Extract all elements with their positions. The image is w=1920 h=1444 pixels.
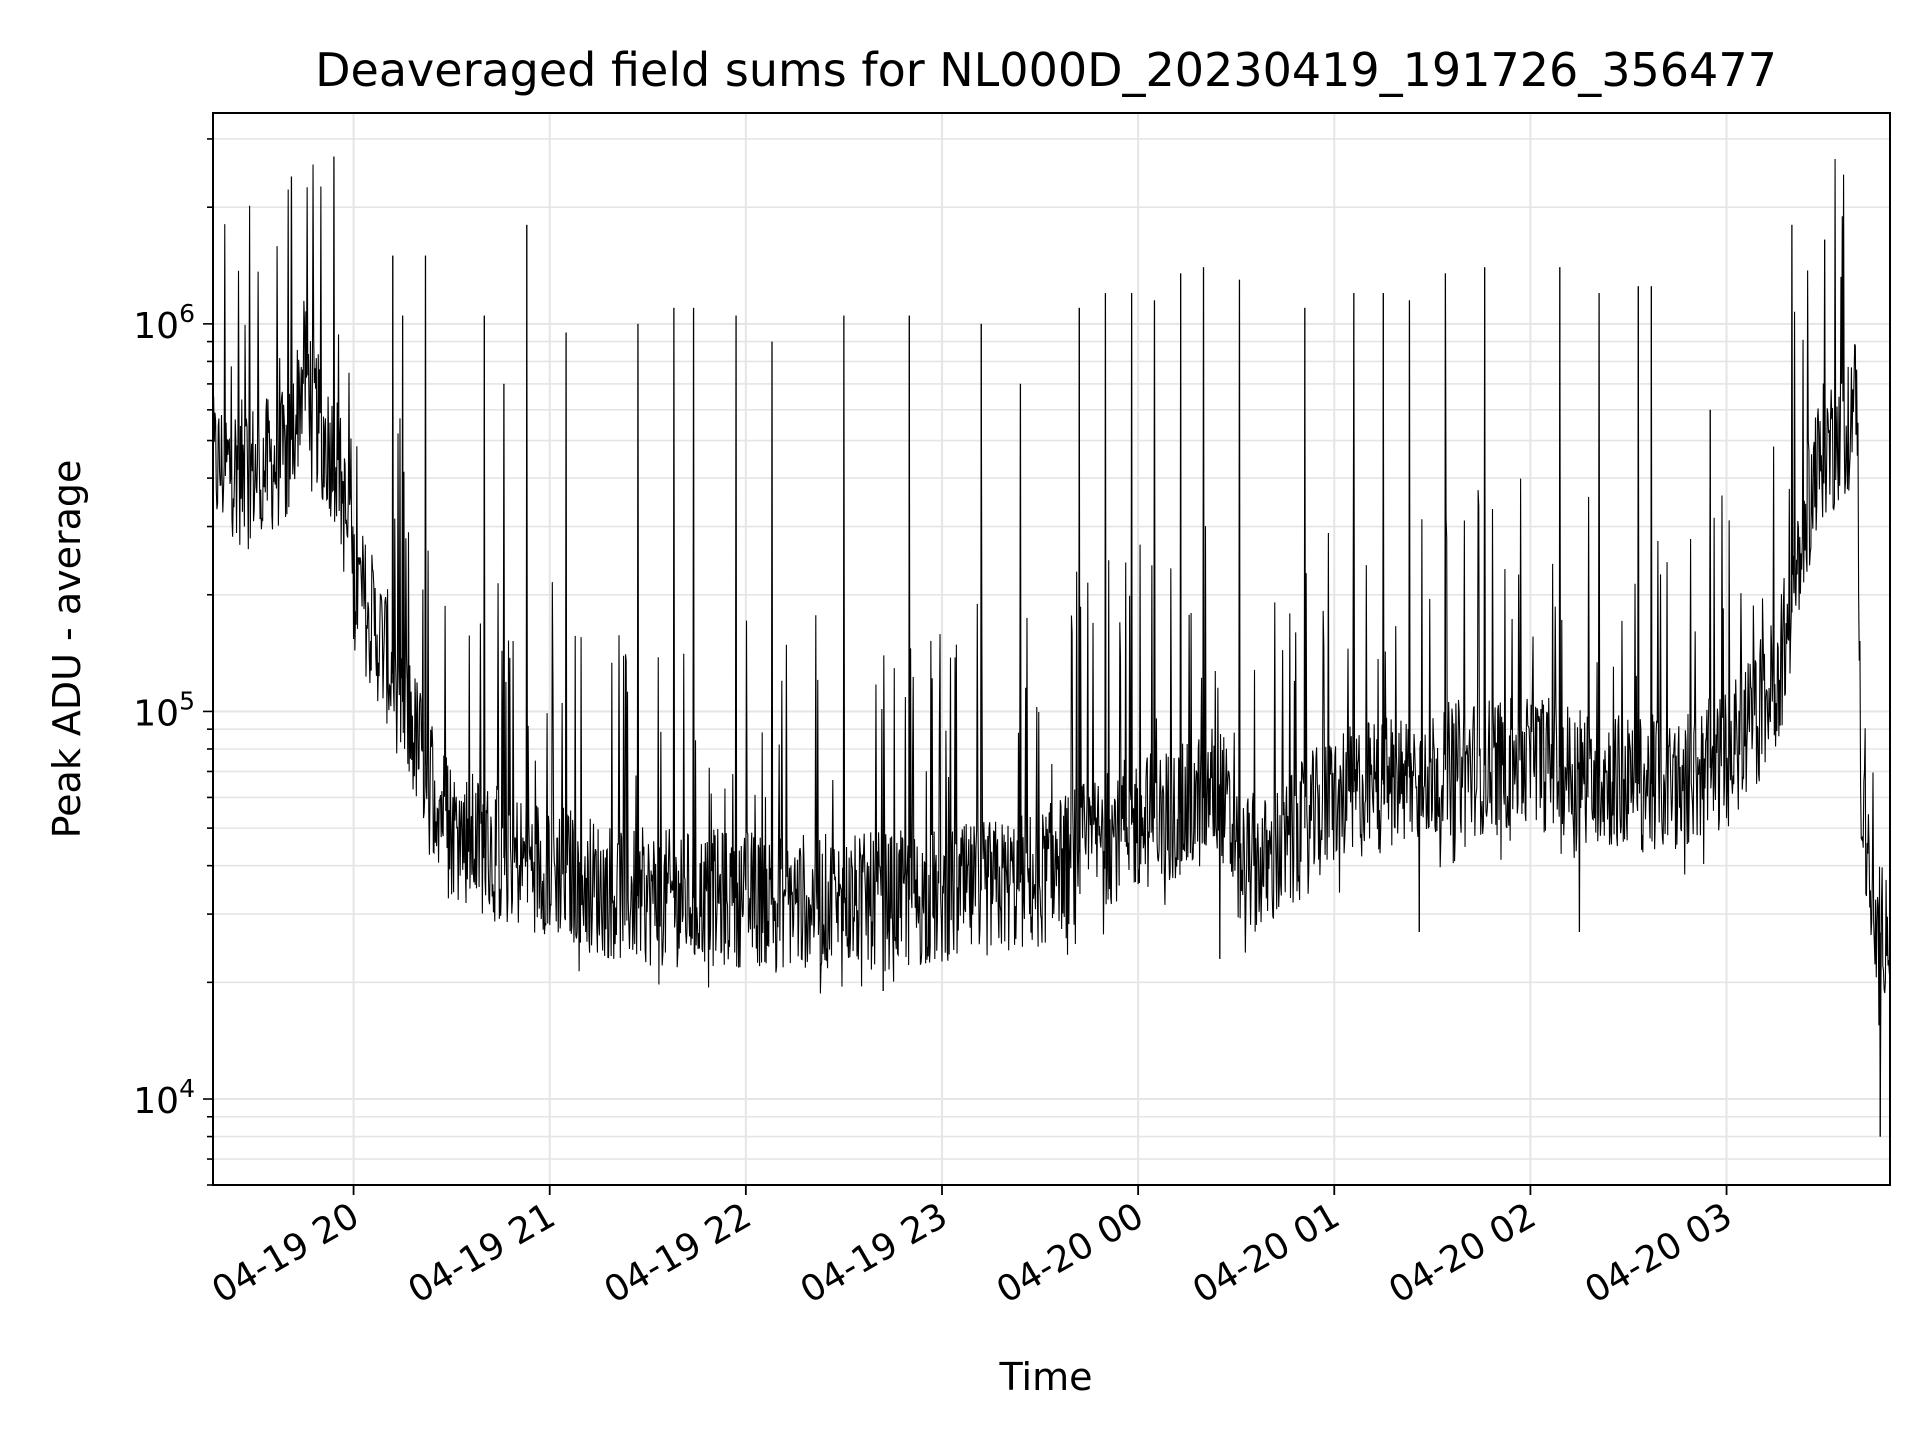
y-tick-base: 10 — [133, 306, 179, 347]
y-tick-exponent: 5 — [179, 686, 195, 715]
y-tick-label: 106 — [133, 299, 195, 347]
y-tick-exponent: 6 — [179, 299, 195, 328]
series-line — [212, 156, 1891, 1137]
plot-frame — [212, 112, 1891, 1186]
y-tick-label: 105 — [133, 686, 195, 734]
y-tick-base: 10 — [133, 1081, 179, 1122]
x-axis-label: Time — [999, 1355, 1093, 1399]
y-tick-base: 10 — [133, 693, 179, 734]
y-tick-label: 104 — [133, 1074, 195, 1122]
chart-title: Deaveraged field sums for NL000D_2023041… — [315, 43, 1777, 97]
y-tick-exponent: 4 — [179, 1074, 195, 1103]
line-layer — [212, 156, 1891, 1137]
y-axis-label: Peak ADU - average — [45, 460, 89, 839]
